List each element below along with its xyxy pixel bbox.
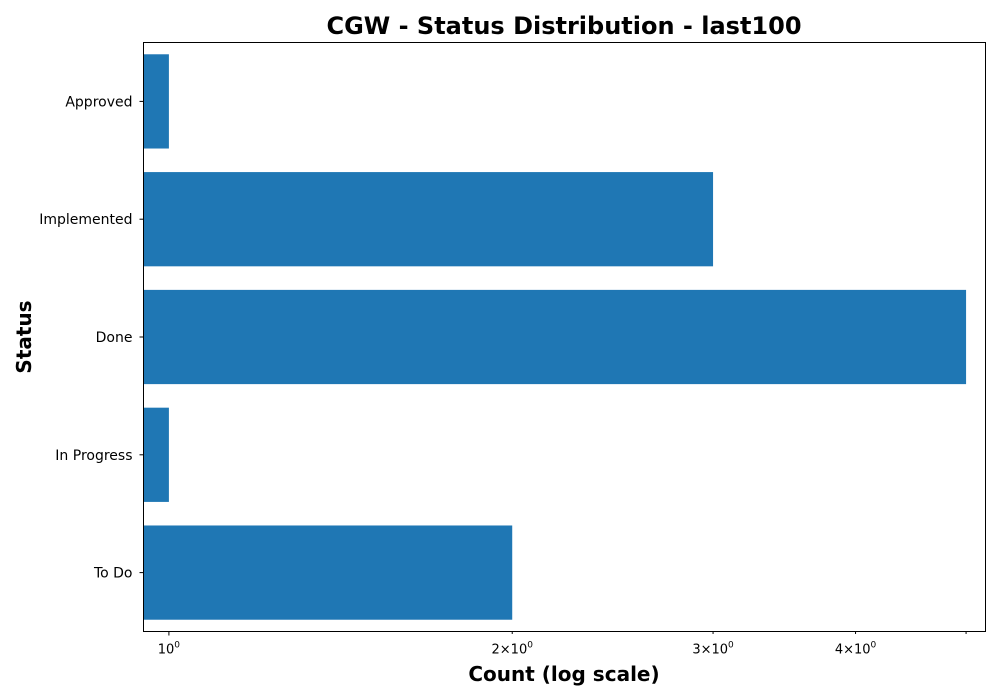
- x-tick-label: 4×100: [835, 641, 877, 658]
- x-axis-label: Count (log scale): [468, 662, 659, 686]
- y-tick-label: In Progress: [55, 448, 132, 464]
- y-tick-label: Implemented: [39, 212, 132, 228]
- x-axis-ticks: 100 2×100 3×100 4×100: [158, 631, 967, 658]
- x-tick-label: 3×100: [692, 641, 734, 658]
- bar-done: [143, 289, 967, 385]
- y-tick-label: Approved: [65, 94, 132, 110]
- y-axis-label: Status: [12, 300, 36, 373]
- chart-title: CGW - Status Distribution - last100: [326, 12, 801, 40]
- bar-approved: [143, 54, 169, 149]
- bars-group: [143, 54, 967, 620]
- x-tick-label: 100: [158, 641, 181, 658]
- y-tick-label: To Do: [93, 566, 133, 582]
- bar-implemented: [143, 172, 714, 267]
- y-tick-label: Done: [96, 330, 133, 346]
- y-axis-ticks: Approved Implemented Done In Progress To Do: [39, 94, 144, 582]
- x-tick-label: 2×100: [492, 641, 534, 658]
- bar-to-do: [143, 525, 513, 620]
- bar-in-progress: [143, 407, 169, 502]
